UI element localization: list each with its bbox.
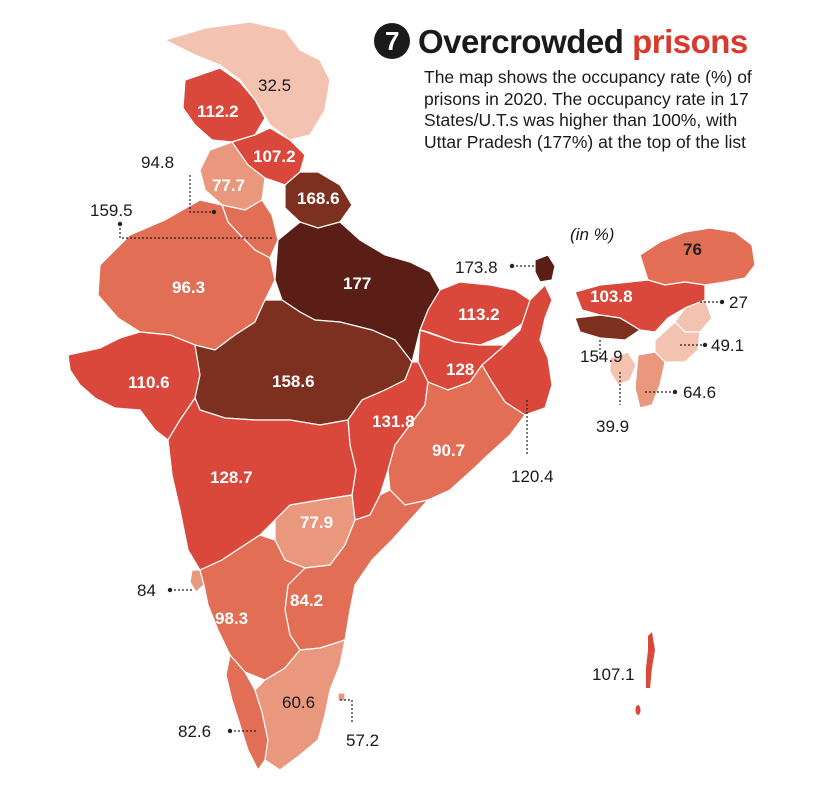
unit-note: (in %) [570,225,614,244]
label-mizoram: 64.6 [683,383,716,402]
page-title: 7 Overcrowded prisons [374,22,748,62]
region-puducherry [337,692,346,702]
label-manipur: 49.1 [711,336,744,355]
label-nagaland: 27 [729,293,748,312]
region-uttarakhand [284,171,353,229]
label-gujarat: 110.6 [128,373,170,392]
label-uttarakhand: 168.6 [297,189,340,208]
leader-dot-nagaland [719,299,725,305]
label-puducherry: 57.2 [346,731,379,750]
leader-dot-sikkim [509,263,515,269]
region-tripura [609,351,637,386]
leader-dot-kerala [227,728,233,734]
leader-chandigarh [189,175,212,213]
label-bihar: 113.2 [458,305,500,324]
label-goa: 84 [137,581,156,600]
title-part-2: prisons [632,23,748,60]
region-karnataka [199,534,307,681]
number-badge: 7 [374,23,410,60]
leader-dot-manipur [702,342,708,348]
description: The map shows the occupancy rate (%) of … [424,67,752,152]
label-odisha: 90.7 [432,441,465,460]
leader-delhi [119,224,272,239]
leader-dot-delhi [117,221,123,227]
label-arunachal-pradesh: 76 [683,240,702,259]
region-andaman-islands [646,632,655,688]
label-chandigarh: 94.8 [141,153,174,172]
region-mizoram [634,351,666,409]
label-andhra-pradesh: 84.2 [290,591,323,610]
leader-dot-chandigarh [211,209,217,215]
label-himachal-pradesh: 107.2 [253,147,296,166]
label-west-bengal: 120.4 [511,467,554,486]
label-ladakh: 32.5 [258,76,291,95]
label-madhya-pradesh: 158.6 [272,372,315,391]
label-telangana: 77.9 [300,513,333,532]
label-karnataka: 98.3 [215,609,248,628]
label-uttar-pradesh: 177 [343,274,371,293]
label-meghalaya: 154.9 [580,347,623,366]
label-andaman-nicobar: 107.1 [592,665,635,684]
region-odisha [387,363,526,506]
region-nicobar-islands [635,705,641,715]
label-sikkim: 173.8 [455,258,498,277]
label-assam: 103.8 [590,287,633,306]
label-tripura: 39.9 [596,417,629,436]
leader-dot-mizoram [672,389,678,395]
label-tamil-nadu: 60.6 [282,693,315,712]
region-goa [189,569,205,593]
region-west-bengal [481,283,553,416]
label-jharkhand: 128 [446,360,474,379]
region-tamil-nadu [254,639,346,771]
label-rajasthan: 96.3 [172,278,205,297]
region-ladakh [163,21,331,141]
label-jammu-kashmir: 112.2 [197,102,239,121]
label-delhi: 159.5 [90,201,133,220]
leader-puducherry [340,699,353,722]
region-meghalaya [574,314,642,341]
label-punjab: 77.7 [212,176,245,195]
region-sikkim [534,254,556,283]
title-part-1: Overcrowded [418,23,624,60]
label-kerala: 82.6 [178,722,211,741]
label-maharashtra: 128.7 [210,468,253,487]
region-kerala [225,653,269,772]
leader-dot-goa [167,587,173,593]
label-chhattisgarh: 131.8 [372,412,415,431]
